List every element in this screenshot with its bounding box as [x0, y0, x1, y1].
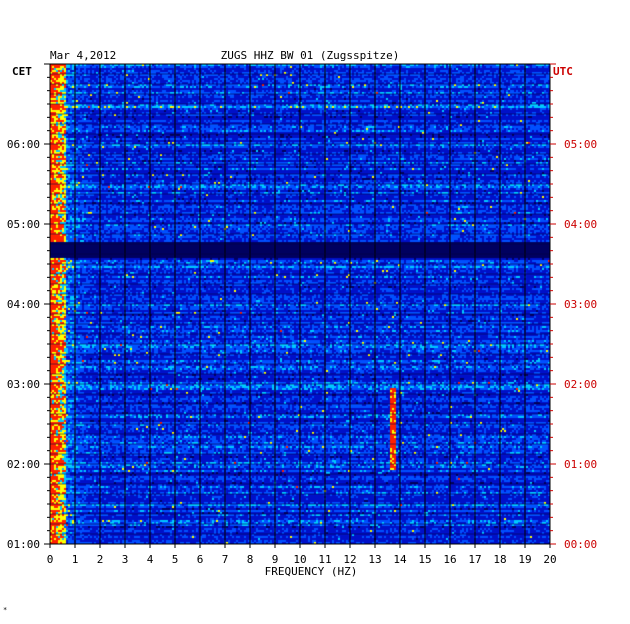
x-tick-label: 14 [393, 553, 407, 566]
left-tick-label: 05:00 [7, 218, 40, 231]
x-tick-label: 11 [318, 553, 331, 566]
right-tick-label: 00:00 [564, 538, 597, 551]
grid-lines [50, 63, 550, 545]
right-axis-label: UTC [553, 65, 573, 78]
right-tick-label: 01:00 [564, 458, 597, 471]
x-tick-label: 1 [72, 553, 79, 566]
x-tick-label: 10 [293, 553, 306, 566]
x-tick-label: 13 [368, 553, 381, 566]
x-tick-label: 0 [47, 553, 54, 566]
left-tick-label: 06:00 [7, 138, 40, 151]
left-tick-label: 04:00 [7, 298, 40, 311]
right-tick-label: 03:00 [564, 298, 597, 311]
x-tick-label: 6 [197, 553, 204, 566]
axes [44, 63, 556, 548]
left-tick-label: 02:00 [7, 458, 40, 471]
x-tick-label: 17 [468, 553, 481, 566]
x-tick-label: 12 [343, 553, 356, 566]
right-tick-labels: 05:00 04:00 03:00 02:00 01:00 00:00 [564, 138, 597, 551]
x-axis-label: FREQUENCY (HZ) [265, 565, 358, 578]
x-tick-label: 7 [222, 553, 229, 566]
x-tick-label: 3 [122, 553, 129, 566]
right-tick-label: 04:00 [564, 218, 597, 231]
x-tick-labels: 0 1 2 3 4 5 6 7 8 9 10 11 12 13 14 15 16 17 18 19 20 [47, 553, 557, 566]
right-tick-label: 05:00 [564, 138, 597, 151]
chart-title: ZUGS HHZ BW 01 (Zugsspitze) [221, 49, 400, 62]
right-tick-label: 02:00 [564, 378, 597, 391]
x-tick-label: 18 [493, 553, 506, 566]
x-tick-label: 5 [172, 553, 179, 566]
x-tick-label: 9 [272, 553, 279, 566]
left-tick-labels: 06:00 05:00 04:00 03:00 02:00 01:00 [7, 138, 40, 551]
chart-date: Mar 4,2012 [50, 49, 116, 62]
x-tick-label: 19 [518, 553, 531, 566]
x-tick-label: 2 [97, 553, 104, 566]
corner-mark: * [3, 606, 8, 614]
x-tick-label: 16 [443, 553, 456, 566]
left-tick-label: 03:00 [7, 378, 40, 391]
x-tick-label: 20 [543, 553, 556, 566]
x-tick-label: 4 [147, 553, 154, 566]
left-tick-label: 01:00 [7, 538, 40, 551]
x-tick-label: 8 [247, 553, 254, 566]
x-tick-label: 15 [418, 553, 431, 566]
left-axis-label: CET [12, 65, 32, 78]
